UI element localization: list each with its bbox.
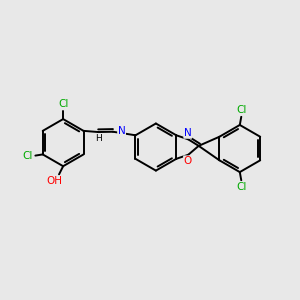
- Text: Cl: Cl: [22, 151, 33, 160]
- Text: N: N: [118, 126, 125, 136]
- Text: O: O: [184, 156, 192, 166]
- Text: Cl: Cl: [58, 99, 68, 110]
- Text: H: H: [95, 134, 102, 143]
- Text: Cl: Cl: [236, 105, 247, 115]
- Text: N: N: [184, 128, 192, 138]
- Text: OH: OH: [46, 176, 62, 186]
- Text: Cl: Cl: [236, 182, 247, 192]
